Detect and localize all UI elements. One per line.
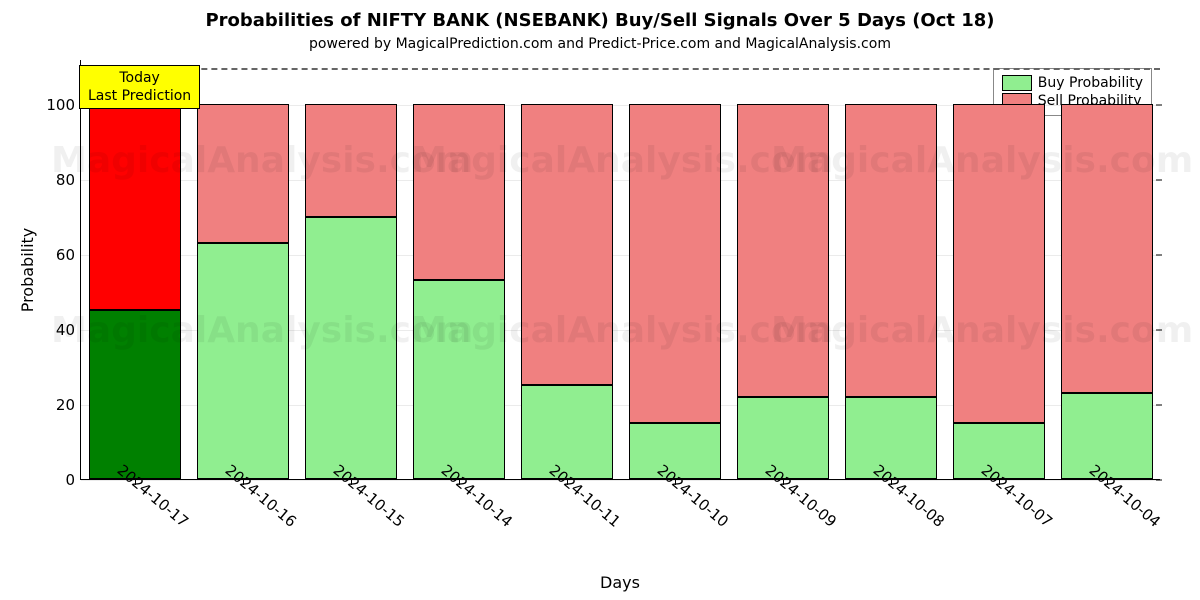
page-title: Probabilities of NIFTY BANK (NSEBANK) Bu… bbox=[0, 10, 1200, 31]
annotation-line1: Today bbox=[119, 70, 160, 86]
bar-group bbox=[1061, 59, 1154, 479]
y-tick-label: 20 bbox=[25, 396, 75, 414]
x-axis-label: Days bbox=[80, 573, 1160, 592]
bar-group bbox=[521, 59, 614, 479]
annotation-line2: Last Prediction bbox=[88, 88, 191, 104]
y-axis-label: Probability bbox=[18, 60, 37, 480]
bar-buy bbox=[521, 385, 614, 479]
bar-buy bbox=[737, 397, 830, 480]
y-tick-mark bbox=[1156, 180, 1162, 181]
y-tick-mark bbox=[1156, 255, 1162, 256]
bar-buy bbox=[197, 243, 290, 479]
bar-buy bbox=[305, 217, 398, 480]
bar-group bbox=[305, 59, 398, 479]
bar-sell bbox=[305, 104, 398, 217]
y-tick-mark bbox=[1156, 405, 1162, 406]
bar-group bbox=[845, 59, 938, 479]
bar-group bbox=[413, 59, 506, 479]
bar-group bbox=[197, 59, 290, 479]
annotation-today: Today Last Prediction bbox=[79, 65, 200, 109]
bar-sell bbox=[1061, 104, 1154, 393]
bar-sell bbox=[89, 104, 182, 310]
bar-group bbox=[953, 59, 1046, 479]
chart-subtitle: powered by MagicalPrediction.com and Pre… bbox=[0, 36, 1200, 52]
bar-sell bbox=[953, 104, 1046, 423]
bar-buy bbox=[89, 310, 182, 479]
chart-container: Probabilities of NIFTY BANK (NSEBANK) Bu… bbox=[0, 0, 1200, 600]
plot-area: Buy Probability Sell Probability 0204060… bbox=[80, 60, 1160, 480]
y-tick-mark bbox=[1156, 330, 1162, 331]
y-tick-label: 80 bbox=[25, 171, 75, 189]
y-tick-label: 0 bbox=[25, 471, 75, 489]
bar-group bbox=[89, 59, 182, 479]
y-tick-label: 60 bbox=[25, 246, 75, 264]
bar-buy bbox=[1061, 393, 1154, 479]
bar-sell bbox=[413, 104, 506, 280]
y-tick-mark bbox=[1156, 480, 1162, 481]
bar-sell bbox=[845, 104, 938, 397]
y-tick-label: 40 bbox=[25, 321, 75, 339]
bar-sell bbox=[737, 104, 830, 397]
bar-group bbox=[629, 59, 722, 479]
bar-sell bbox=[521, 104, 614, 385]
y-tick-mark bbox=[1156, 105, 1162, 106]
bar-buy bbox=[413, 280, 506, 479]
bar-buy bbox=[845, 397, 938, 480]
bar-group bbox=[737, 59, 830, 479]
y-tick-label: 100 bbox=[25, 96, 75, 114]
bar-sell bbox=[629, 104, 722, 423]
bar-sell bbox=[197, 104, 290, 243]
